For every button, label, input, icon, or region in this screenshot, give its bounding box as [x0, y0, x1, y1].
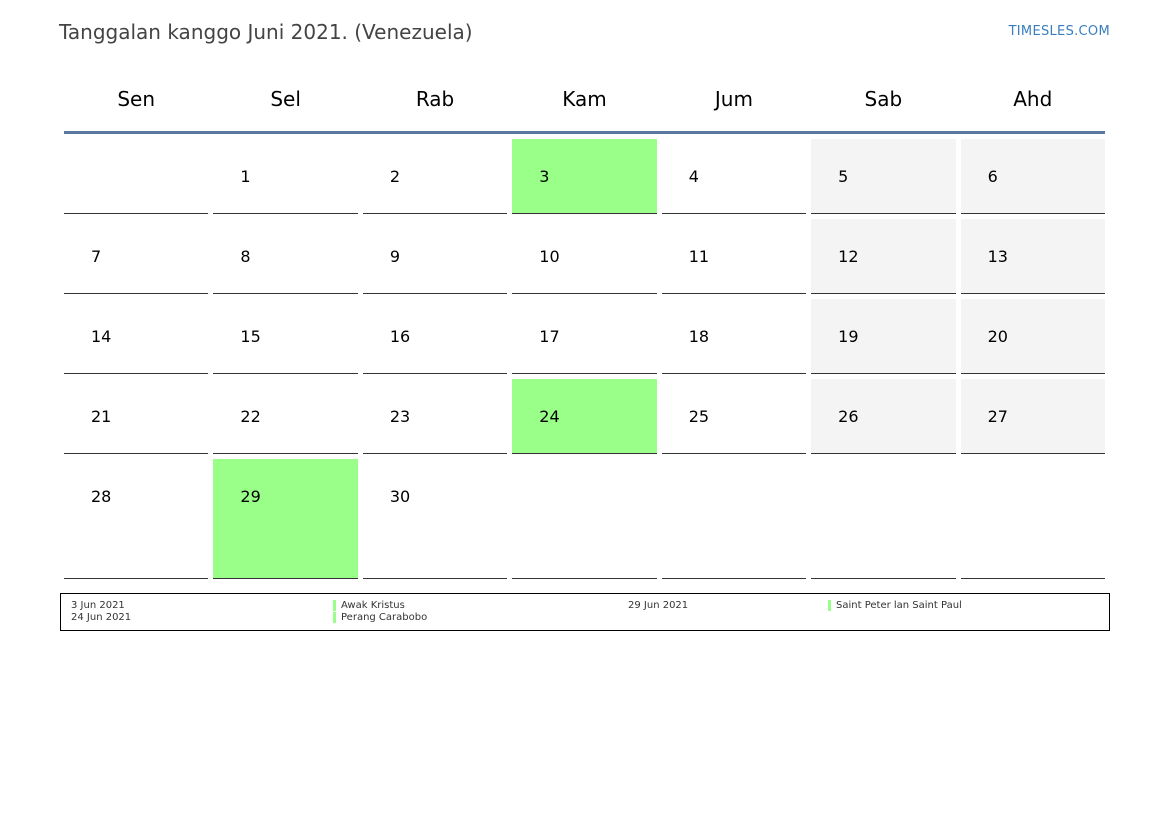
day-cell: 16: [362, 299, 508, 374]
day-cell: 28: [64, 459, 209, 579]
day-cell: 23: [362, 379, 508, 454]
day-cell: 14: [64, 299, 209, 374]
weekday-header-row: Sen Sel Rab Kam Jum Sab Ahd: [64, 70, 1105, 134]
day-cell: 9: [362, 219, 508, 294]
weekday-fri: Jum: [714, 87, 753, 111]
day-cell: 25: [661, 379, 807, 454]
holiday-legend: 3 Jun 2021 Awak Kristus 24 Jun 2021 Pera…: [60, 593, 1110, 631]
legend-name-1: Awak Kristus: [341, 600, 405, 611]
day-cell: 29: [213, 459, 358, 579]
day-cell: 19: [811, 299, 956, 374]
weekday-tue: Sel: [270, 87, 301, 111]
day-cell: 6: [960, 139, 1105, 214]
weekday-wed: Rab: [415, 87, 455, 111]
day-cell: 26: [811, 379, 956, 454]
legend-date-1: 3 Jun 2021: [71, 600, 125, 611]
day-cell: 17: [512, 299, 657, 374]
day-cell: 30: [362, 459, 508, 579]
day-cell: 4: [661, 139, 807, 214]
day-cell: 22: [213, 379, 358, 454]
legend-color-marker: [828, 600, 831, 611]
day-cell: 3: [512, 139, 657, 214]
weekday-sat: Sab: [864, 87, 903, 111]
day-cell-empty: [64, 139, 209, 214]
site-link[interactable]: TIMESLES.COM: [1008, 24, 1110, 39]
day-cell-empty: [512, 459, 657, 579]
day-cell: 15: [213, 299, 358, 374]
week-row: 14 15 16 17 18 19 20: [64, 299, 1105, 374]
weekday-thu: Kam: [562, 87, 607, 111]
day-cell: 12: [811, 219, 956, 294]
day-cell: 21: [64, 379, 209, 454]
day-cell-empty: [960, 459, 1105, 579]
weeks-container: 1 2 3 4 5 6 7 8 9 10 11 12 13 14 15 16 17 18 19 20 21 22 23 24 2…: [64, 139, 1105, 579]
legend-color-marker: [333, 600, 336, 611]
day-cell: 8: [213, 219, 358, 294]
legend-color-marker: [333, 612, 336, 623]
week-row: 28 29 30: [64, 459, 1105, 579]
day-cell: 1: [213, 139, 358, 214]
day-cell: 20: [960, 299, 1105, 374]
day-cell: 11: [661, 219, 807, 294]
day-cell-empty: [661, 459, 807, 579]
week-row: 7 8 9 10 11 12 13: [64, 219, 1105, 294]
day-cell: 18: [661, 299, 807, 374]
day-cell: 10: [512, 219, 657, 294]
week-row: 21 22 23 24 25 26 27: [64, 379, 1105, 454]
day-cell-empty: [811, 459, 956, 579]
weekday-sun: Ahd: [1013, 87, 1053, 111]
page-title: Tanggalan kanggo Juni 2021. (Venezuela): [59, 20, 473, 44]
day-cell: 7: [64, 219, 209, 294]
legend-date-3: 29 Jun 2021: [628, 600, 689, 611]
day-cell: 27: [960, 379, 1105, 454]
day-cell: 5: [811, 139, 956, 214]
day-cell: 13: [960, 219, 1105, 294]
calendar-grid: Sen Sel Rab Kam Jum Sab Ahd 1 2 3 4 5 6 7 8 9 10 1…: [64, 70, 1105, 584]
legend-name-3: Saint Peter lan Saint Paul: [836, 600, 962, 611]
day-cell: 24: [512, 379, 657, 454]
legend-date-2: 24 Jun 2021: [71, 612, 132, 623]
weekday-mon: Sen: [117, 87, 156, 111]
day-cell: 2: [362, 139, 508, 214]
legend-name-2: Perang Carabobo: [341, 612, 428, 623]
